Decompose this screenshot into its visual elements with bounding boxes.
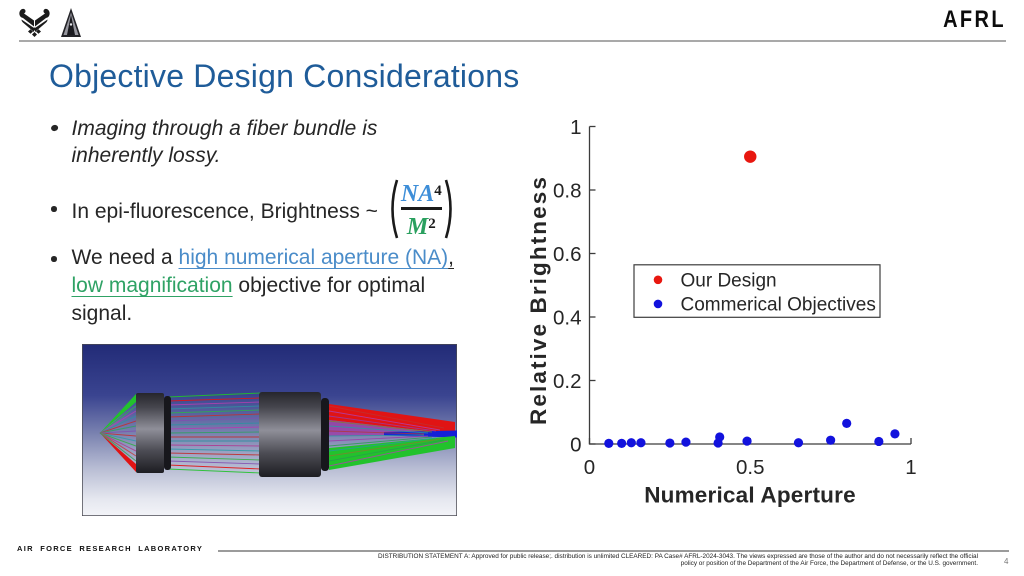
ussf-delta-icon [61, 8, 81, 37]
legend-label-our-design: Our Design [681, 271, 777, 292]
legend-label-commercial: Commerical Objectives [681, 295, 876, 316]
scatter-chart: 0 0.5 1 0 0.2 0.4 0.6 0.8 1 Numerical Aperture R… [526, 110, 950, 520]
data-point [681, 437, 691, 447]
data-point [626, 438, 636, 448]
x-axis-label: Numerical Aperture [644, 483, 856, 508]
formula-numerator: NA4 [400, 181, 442, 208]
svg-text:0.2: 0.2 [553, 370, 582, 393]
open-paren [391, 179, 399, 239]
svg-text:0.4: 0.4 [553, 307, 582, 330]
svg-text:0: 0 [584, 456, 595, 479]
svg-text:1: 1 [905, 456, 916, 479]
chart-legend: Our Design Commerical Objectives [633, 264, 881, 318]
bullet-2-text: In epi-fluorescence, Brightness ~ [71, 200, 378, 224]
high-na-link[interactable]: high numerical aperture (NA) [178, 246, 449, 269]
page-number: 4 [1004, 557, 1009, 566]
data-point [744, 150, 757, 163]
legend-box [633, 264, 881, 318]
svg-text:0.6: 0.6 [553, 243, 582, 266]
formula-denominator: M2 [406, 213, 436, 240]
data-point [604, 438, 614, 448]
svg-text:0: 0 [570, 434, 581, 457]
footer-org-name: AIR FORCE RESEARCH LABORATORY [17, 544, 204, 553]
legend-marker-commercial [653, 299, 663, 309]
brightness-formula: NA4 M2 [385, 178, 458, 240]
bullet-marker-3 [51, 256, 57, 262]
usaf-wings-icon [19, 8, 50, 37]
header-divider-line [19, 40, 1006, 42]
close-paren [444, 179, 452, 239]
bullet-marker-2 [51, 206, 57, 212]
lens-raytrace-figure [82, 344, 457, 516]
svg-text:0.5: 0.5 [736, 456, 765, 479]
data-point [842, 418, 852, 428]
y-axis-label: Relative Brightness [530, 175, 551, 425]
bullet-2: In epi-fluorescence, Brightness ~ NA4 M2 [50, 178, 470, 240]
data-point [636, 438, 646, 448]
svg-text:1: 1 [570, 116, 581, 139]
slide-title: Objective Design Considerations [49, 58, 520, 94]
bullet-3: We need a high numerical aperture (NA), … [71, 246, 455, 325]
fraction-bar [400, 207, 442, 210]
footer-divider-line [218, 550, 1009, 552]
data-point [890, 429, 900, 439]
data-point [793, 438, 804, 448]
low-magnification-link[interactable]: low magnification [71, 274, 233, 297]
afrl-wordmark: AFRL [943, 7, 1006, 33]
data-point [742, 436, 752, 446]
data-point [665, 438, 675, 448]
data-point [617, 438, 627, 448]
legend-marker-our-design [653, 275, 663, 285]
svg-text:0.8: 0.8 [553, 180, 582, 203]
data-point [715, 432, 725, 442]
data-point [874, 436, 884, 447]
bullet-1: Imaging through a fiber bundle is inhere… [71, 116, 378, 168]
data-point [826, 435, 836, 445]
distribution-statement: DISTRIBUTION STATEMENT A: Approved for p… [378, 553, 978, 568]
